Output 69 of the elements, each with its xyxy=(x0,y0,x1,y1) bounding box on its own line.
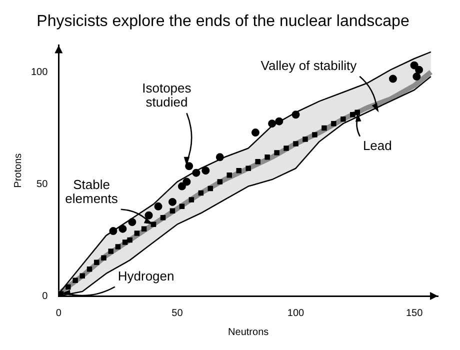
point xyxy=(170,208,176,214)
point xyxy=(246,166,251,171)
point xyxy=(154,202,162,210)
point xyxy=(202,166,210,175)
x-tick-label: 0 xyxy=(56,308,62,319)
point xyxy=(127,237,132,243)
point xyxy=(144,211,153,220)
point xyxy=(128,218,136,226)
point xyxy=(331,120,336,126)
y-tick-label: 50 xyxy=(36,178,48,190)
point xyxy=(415,66,424,74)
x-axis-title: Neutrons xyxy=(228,326,269,338)
point xyxy=(350,112,356,118)
point xyxy=(192,168,200,177)
point xyxy=(179,204,185,210)
y-tick-label: 100 xyxy=(30,66,48,78)
point xyxy=(275,117,284,126)
point xyxy=(274,150,280,156)
point xyxy=(412,72,421,81)
y-axis-title: Protons xyxy=(12,153,24,188)
point xyxy=(264,154,270,160)
annotation: Valley of stability xyxy=(260,58,358,73)
point xyxy=(292,110,300,119)
point xyxy=(94,260,100,266)
point xyxy=(312,132,318,138)
point xyxy=(185,162,194,170)
point xyxy=(284,146,289,151)
point xyxy=(122,240,128,245)
point xyxy=(251,128,260,137)
point xyxy=(160,215,166,220)
annotation: Stable elements xyxy=(65,176,118,206)
point xyxy=(66,284,71,290)
point xyxy=(182,178,191,186)
chart-title: Physicists explore the ends of the nuclear landscape xyxy=(36,13,410,30)
annotation: Hydrogen xyxy=(118,268,174,284)
point xyxy=(168,198,176,206)
annotation: Lead xyxy=(362,138,392,153)
point xyxy=(410,61,418,70)
point xyxy=(80,273,86,278)
point xyxy=(115,244,121,250)
x-tick-label: 50 xyxy=(172,308,184,319)
point xyxy=(388,74,397,83)
point xyxy=(101,255,106,261)
point xyxy=(109,227,118,236)
x-tick-label: 150 xyxy=(406,308,424,319)
point xyxy=(255,159,260,164)
point xyxy=(134,230,140,236)
point xyxy=(208,186,214,192)
point xyxy=(226,172,232,178)
point xyxy=(217,179,223,184)
point xyxy=(72,278,78,283)
point xyxy=(86,266,92,272)
point xyxy=(322,125,327,131)
point xyxy=(236,168,242,174)
point xyxy=(150,222,156,227)
annotation: Isotopes studied xyxy=(142,80,192,110)
x-tick-label: 100 xyxy=(287,308,305,319)
point xyxy=(302,136,308,142)
point xyxy=(108,248,114,254)
point xyxy=(141,226,147,232)
point xyxy=(188,197,194,202)
point xyxy=(118,224,127,233)
point xyxy=(178,182,186,190)
point xyxy=(268,120,276,128)
point xyxy=(340,116,346,122)
point xyxy=(198,190,204,196)
point xyxy=(216,153,224,162)
point xyxy=(293,141,298,146)
y-tick-label: 0 xyxy=(42,290,48,302)
